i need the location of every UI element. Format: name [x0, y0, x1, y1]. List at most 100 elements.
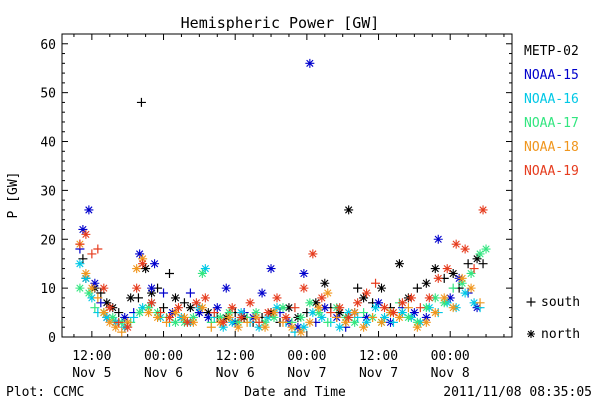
x-tick-date-label: Nov 7	[287, 366, 326, 381]
y-tick-label: 0	[48, 331, 56, 346]
north-point	[147, 283, 157, 293]
south-point	[326, 308, 336, 318]
north-point	[251, 312, 261, 322]
north-point	[460, 244, 470, 254]
south-point	[93, 293, 103, 303]
north-point	[466, 283, 476, 293]
y-tick-label: 30	[40, 184, 56, 199]
north-point	[75, 283, 85, 293]
north-point	[394, 312, 404, 322]
north-point	[260, 322, 270, 332]
north-point	[430, 264, 440, 274]
south-point	[323, 317, 333, 327]
north-point	[335, 322, 345, 332]
south-point	[412, 283, 422, 293]
north-point	[439, 298, 449, 308]
north-point	[233, 317, 243, 327]
north-point	[412, 322, 422, 332]
north-point	[394, 259, 404, 269]
north-point	[170, 308, 180, 318]
north-point	[323, 288, 333, 298]
north-point	[433, 273, 443, 283]
north-point	[236, 308, 246, 318]
axes-group: 0 10 20 30 40 50 60 12:00 Nov 5 00:00 Nov 6 12:00 No…	[40, 33, 513, 381]
south-point	[117, 327, 127, 337]
north-point	[406, 293, 416, 303]
north-point	[359, 322, 369, 332]
x-tick-date-label: Nov 8	[431, 366, 470, 381]
north-point	[362, 312, 372, 322]
north-point	[84, 205, 94, 215]
south-point	[448, 283, 458, 293]
north-point	[218, 322, 228, 332]
north-point	[448, 303, 458, 313]
north-point	[105, 303, 115, 313]
north-point	[81, 273, 91, 283]
north-point	[344, 312, 354, 322]
south-point	[159, 303, 169, 313]
north-point	[433, 234, 443, 244]
north-point	[218, 317, 228, 327]
north-point	[421, 303, 431, 313]
y-axis-label: P [GW]	[6, 172, 21, 219]
north-point	[284, 303, 294, 313]
plot-frame	[61, 33, 513, 338]
north-point	[203, 312, 213, 322]
north-point	[123, 322, 133, 332]
north-point	[138, 259, 148, 269]
north-point	[132, 264, 142, 274]
south-point	[179, 298, 189, 308]
north-point	[430, 293, 440, 303]
north-point	[475, 249, 485, 259]
south-point	[159, 288, 169, 298]
south-point	[185, 288, 195, 298]
north-point	[191, 298, 201, 308]
x-tick-time-label: 12:00	[216, 349, 255, 364]
north-point	[200, 293, 210, 303]
south-point	[388, 317, 398, 327]
north-point	[421, 278, 431, 288]
north-point	[263, 312, 273, 322]
north-point	[341, 317, 351, 327]
south-point	[290, 303, 300, 313]
north-point	[335, 303, 345, 313]
hemisphere-legend-label: north	[541, 327, 580, 342]
north-point	[403, 312, 413, 322]
south-point	[96, 288, 106, 298]
north-point	[144, 303, 154, 313]
north-point	[212, 303, 222, 313]
south-point	[96, 298, 106, 308]
south-point	[353, 312, 363, 322]
north-point	[102, 312, 112, 322]
legend: METP-02 NOAA-15 NOAA-16 NOAA-17 NOAA-18 NOAA-…	[524, 44, 580, 342]
north-point	[421, 317, 431, 327]
south-point	[78, 254, 88, 264]
legend-entry: NOAA-18	[524, 140, 579, 155]
north-point	[87, 283, 97, 293]
north-point	[311, 298, 321, 308]
north-point	[460, 288, 470, 298]
north-point	[233, 322, 243, 332]
north-point	[147, 298, 157, 308]
north-point	[377, 317, 387, 327]
north-point	[188, 312, 198, 322]
north-point	[320, 278, 330, 288]
south-point	[114, 317, 124, 327]
south-point	[206, 322, 216, 332]
south-point	[469, 264, 479, 274]
north-point	[138, 303, 148, 313]
north-point	[374, 298, 384, 308]
north-point	[144, 308, 154, 318]
north-point	[203, 308, 213, 318]
north-point	[173, 303, 183, 313]
north-point	[123, 317, 133, 327]
south-point	[129, 312, 139, 322]
north-point	[397, 298, 407, 308]
south-point	[136, 97, 146, 107]
north-point	[299, 283, 309, 293]
north-point	[197, 303, 207, 313]
north-point	[87, 293, 97, 303]
south-point	[403, 303, 413, 313]
x-tick-date-label: Nov 6	[144, 366, 183, 381]
